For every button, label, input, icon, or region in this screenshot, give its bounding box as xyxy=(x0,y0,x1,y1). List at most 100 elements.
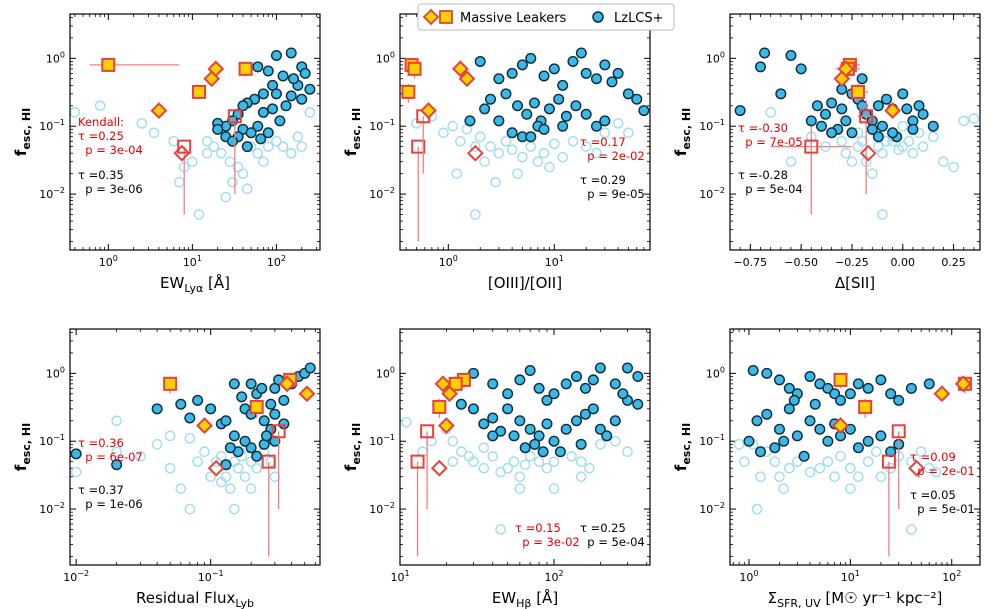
lz-point xyxy=(632,370,644,382)
lz-point xyxy=(557,79,569,91)
lz-open-point xyxy=(447,456,459,467)
leaker-diamond xyxy=(298,385,316,403)
lz-point xyxy=(541,394,553,406)
lz-open-point xyxy=(765,107,776,118)
ytick-label-base: 10 xyxy=(706,52,720,65)
x-axis-label-main: [OIII]/[OII] xyxy=(488,274,562,292)
lz-point xyxy=(236,391,248,403)
lz-point xyxy=(262,65,274,77)
x-axis-label: Residual FluxLyb xyxy=(136,589,254,609)
lz-open-point xyxy=(478,442,490,454)
lz-point xyxy=(175,398,187,410)
xtick-label-exp: 0 xyxy=(453,254,458,263)
lz-open-point xyxy=(111,415,122,427)
lz-open-point xyxy=(70,466,82,478)
lz-open-point xyxy=(237,168,249,179)
legend-leaker-square-marker xyxy=(439,10,453,24)
x-axis-label-tail: [M☉ yr⁻¹ kpc⁻²] xyxy=(821,589,943,607)
lz-point xyxy=(805,115,817,127)
lz-open-point xyxy=(174,176,185,188)
lz-point xyxy=(923,378,935,390)
leaker-diamond xyxy=(196,417,213,434)
lz-open-point xyxy=(184,433,196,444)
stat-text: τ =-0.28 xyxy=(738,168,788,182)
lz-point xyxy=(245,127,257,139)
lz-point xyxy=(580,67,592,79)
leaker-diamond xyxy=(859,144,877,162)
lz-open-point xyxy=(495,524,506,535)
lz-open-point xyxy=(845,462,856,474)
lz-open-point xyxy=(251,462,263,474)
lz-point xyxy=(815,120,827,132)
lz-point xyxy=(907,123,919,135)
x-axis-label-main: Δ[SII] xyxy=(835,274,875,292)
ytick-label-base: 10 xyxy=(369,503,383,516)
y-axis-label: fesc, HI xyxy=(672,423,693,471)
lz-open-point xyxy=(495,466,506,478)
stat-text: τ =0.25 xyxy=(78,129,124,143)
lz-point xyxy=(548,388,560,400)
leaker-square xyxy=(851,84,866,99)
stat-text: p = 1e-06 xyxy=(78,497,143,511)
lz-open-point xyxy=(897,120,909,132)
xtick-label: 10−1 xyxy=(198,569,224,584)
lz-open-point xyxy=(784,462,795,474)
x-axis-label-sub: Lyα xyxy=(184,282,203,295)
lz-point xyxy=(905,382,917,394)
lz-open-point xyxy=(455,135,466,147)
xtick-label-base: 10 xyxy=(198,571,212,584)
stat-text: p = 5e-01 xyxy=(910,502,975,516)
x-axis-label-tail: [Å] xyxy=(203,273,230,292)
stat-text: τ =-0.30 xyxy=(738,121,788,135)
lz-open-point xyxy=(903,135,915,147)
lz-point xyxy=(836,103,848,115)
xtick-label-exp: 1 xyxy=(855,569,860,578)
lz-point xyxy=(791,430,803,442)
leaker-diamond xyxy=(833,70,851,88)
lz-open-point xyxy=(215,147,227,159)
lz-open-point xyxy=(502,462,513,474)
lz-point xyxy=(835,394,847,406)
stat-text: p = 6e-07 xyxy=(78,450,143,464)
lz-point xyxy=(822,435,834,447)
ytick-label-exp: −1 xyxy=(383,433,395,442)
legend-frame xyxy=(417,3,675,31)
xtick-label: −0.75 xyxy=(733,256,767,269)
lz-point xyxy=(270,88,282,100)
stat-text: p = 5e-04 xyxy=(738,182,803,196)
leaker-diamond xyxy=(150,102,168,119)
y-axis-label-sub: esc, HI xyxy=(680,108,693,150)
ytick-label-base: 10 xyxy=(39,120,53,133)
leaker-square xyxy=(271,424,286,439)
lz-point xyxy=(205,403,217,415)
lz-open-point xyxy=(769,456,781,467)
ytick-label: 100 xyxy=(706,365,725,380)
lz-point xyxy=(304,83,316,95)
lz-open-point xyxy=(508,456,520,467)
lz-point xyxy=(876,120,888,132)
leaker-square xyxy=(833,372,848,387)
lz-open-point xyxy=(566,450,577,462)
lz-point xyxy=(875,430,887,442)
xtick-label: 101 xyxy=(841,569,860,584)
leaker-square xyxy=(192,84,207,99)
xtick-label-base: 10 xyxy=(544,571,558,584)
lz-point xyxy=(256,382,268,394)
ytick-label-exp: 0 xyxy=(60,365,65,374)
lz-point xyxy=(226,135,238,147)
leaker-square xyxy=(238,61,253,76)
axes-frame xyxy=(399,328,651,566)
lz-open-point xyxy=(487,450,499,462)
lz-open-point xyxy=(897,141,909,152)
ytick-label-exp: 0 xyxy=(720,365,725,374)
lz-point xyxy=(538,123,550,135)
lz-point xyxy=(529,438,541,450)
lz-point xyxy=(228,430,240,442)
xtick-label: 0.00 xyxy=(891,256,916,269)
lz-point xyxy=(622,88,634,100)
lz-open-point xyxy=(271,135,282,147)
leaker-square xyxy=(411,139,426,154)
lz-open-point xyxy=(493,147,505,159)
leaker-square xyxy=(177,139,192,154)
ytick-label: 10−1 xyxy=(39,433,65,448)
